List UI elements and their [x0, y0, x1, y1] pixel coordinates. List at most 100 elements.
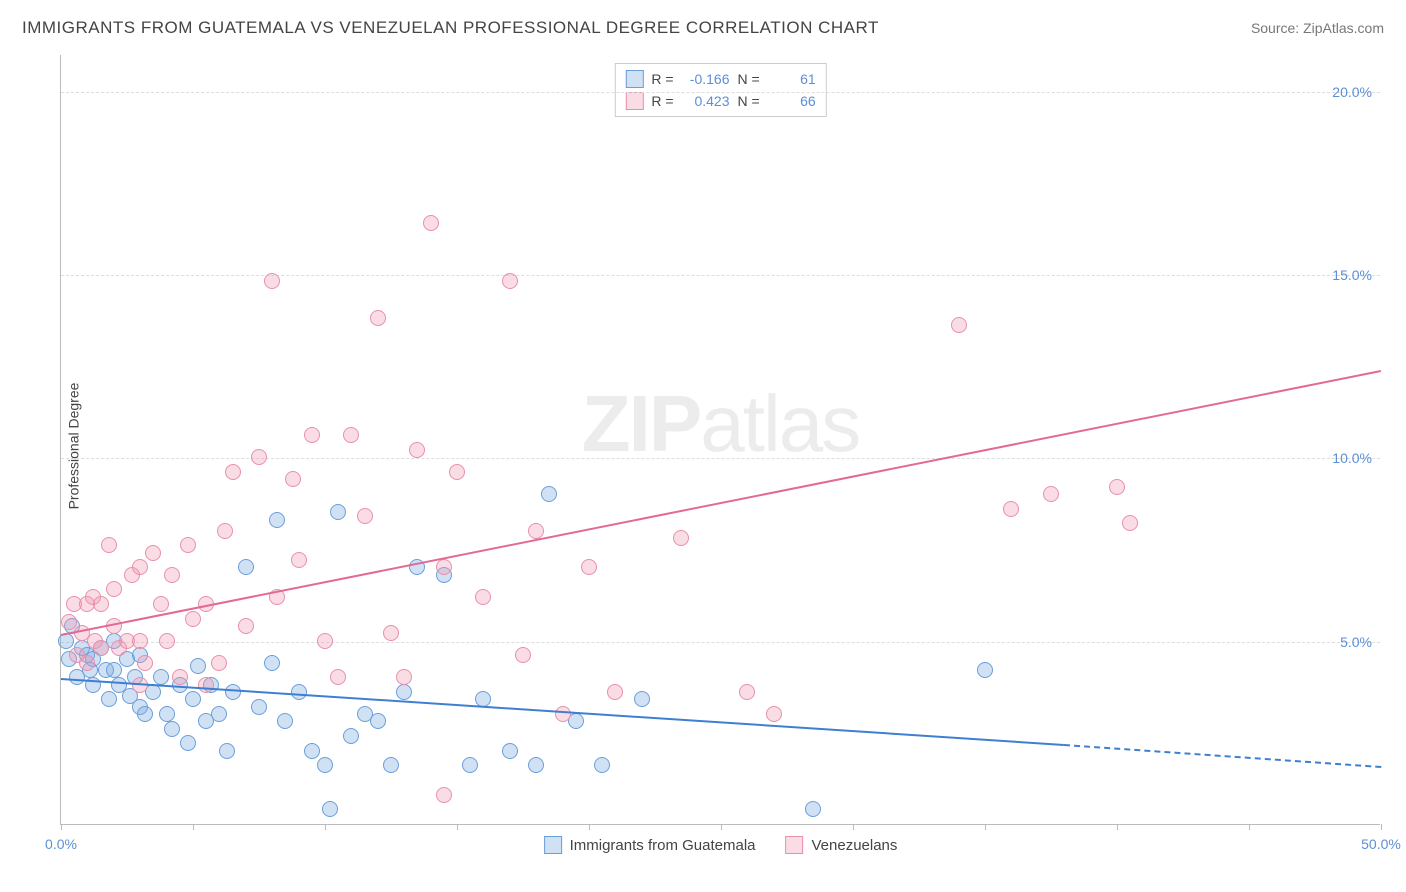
stat-n-value-0: 61 [768, 68, 816, 90]
data-point [449, 464, 465, 480]
data-point [436, 559, 452, 575]
chart-title: IMMIGRANTS FROM GUATEMALA VS VENEZUELAN … [22, 18, 879, 38]
data-point [225, 684, 241, 700]
data-point [190, 658, 206, 674]
xtick [589, 824, 590, 830]
data-point [225, 464, 241, 480]
data-point [291, 552, 307, 568]
legend-label-0: Immigrants from Guatemala [570, 837, 756, 854]
data-point [172, 669, 188, 685]
swatch-series-1 [785, 836, 803, 854]
legend-item-0: Immigrants from Guatemala [544, 836, 756, 854]
data-point [106, 662, 122, 678]
stat-n-label: N = [738, 68, 760, 90]
data-point [581, 559, 597, 575]
data-point [285, 471, 301, 487]
data-point [137, 706, 153, 722]
xtick [61, 824, 62, 830]
data-point [106, 581, 122, 597]
data-point [396, 684, 412, 700]
data-point [766, 706, 782, 722]
data-point [1043, 486, 1059, 502]
data-point [502, 273, 518, 289]
data-point [264, 655, 280, 671]
data-point [739, 684, 755, 700]
data-point [164, 567, 180, 583]
data-point [185, 691, 201, 707]
stats-legend: R = -0.166 N = 61 R = 0.423 N = 66 [614, 63, 826, 117]
xtick-label: 0.0% [45, 836, 77, 852]
data-point [330, 504, 346, 520]
data-point [396, 669, 412, 685]
data-point [219, 743, 235, 759]
data-point [343, 728, 359, 744]
stats-row-1: R = 0.423 N = 66 [625, 90, 815, 112]
data-point [217, 523, 233, 539]
data-point [304, 427, 320, 443]
data-point [264, 273, 280, 289]
stat-n-label: N = [738, 90, 760, 112]
data-point [475, 589, 491, 605]
data-point [132, 559, 148, 575]
xtick [985, 824, 986, 830]
data-point [153, 669, 169, 685]
swatch-series-0 [625, 70, 643, 88]
stat-n-value-1: 66 [768, 90, 816, 112]
data-point [180, 537, 196, 553]
data-point [1003, 501, 1019, 517]
chart-source: Source: ZipAtlas.com [1251, 20, 1384, 36]
data-point [462, 757, 478, 773]
stat-r-label: R = [651, 90, 673, 112]
xtick [1249, 824, 1250, 830]
xtick [1381, 824, 1382, 830]
legend-label-1: Venezuelans [811, 837, 897, 854]
ytick-label: 20.0% [1332, 84, 1372, 100]
swatch-series-0 [544, 836, 562, 854]
xtick [721, 824, 722, 830]
gridline [61, 92, 1380, 93]
xtick [1117, 824, 1118, 830]
data-point [977, 662, 993, 678]
xtick [193, 824, 194, 830]
data-point [555, 706, 571, 722]
data-point [251, 699, 267, 715]
data-point [370, 713, 386, 729]
data-point [159, 633, 175, 649]
data-point [528, 523, 544, 539]
data-point [277, 713, 293, 729]
data-point [502, 743, 518, 759]
xtick [853, 824, 854, 830]
data-point [153, 596, 169, 612]
data-point [137, 655, 153, 671]
trend-line [61, 370, 1381, 636]
stat-r-label: R = [651, 68, 673, 90]
data-point [93, 596, 109, 612]
data-point [269, 512, 285, 528]
bottom-legend: Immigrants from Guatemala Venezuelans [544, 836, 898, 854]
data-point [211, 655, 227, 671]
data-point [436, 787, 452, 803]
trend-line [1064, 744, 1381, 768]
data-point [198, 677, 214, 693]
xtick [325, 824, 326, 830]
data-point [528, 757, 544, 773]
data-point [515, 647, 531, 663]
data-point [357, 508, 373, 524]
data-point [805, 801, 821, 817]
gridline [61, 642, 1380, 643]
data-point [291, 684, 307, 700]
data-point [238, 618, 254, 634]
data-point [951, 317, 967, 333]
stat-r-value-0: -0.166 [682, 68, 730, 90]
data-point [330, 669, 346, 685]
plot-area: ZIPatlas R = -0.166 N = 61 R = 0.423 N =… [60, 55, 1380, 825]
stat-r-value-1: 0.423 [682, 90, 730, 112]
data-point [423, 215, 439, 231]
data-point [164, 721, 180, 737]
ytick-label: 5.0% [1340, 634, 1372, 650]
ytick-label: 15.0% [1332, 267, 1372, 283]
data-point [1109, 479, 1125, 495]
gridline [61, 275, 1380, 276]
legend-item-1: Venezuelans [785, 836, 897, 854]
chart-header: IMMIGRANTS FROM GUATEMALA VS VENEZUELAN … [22, 18, 1384, 38]
